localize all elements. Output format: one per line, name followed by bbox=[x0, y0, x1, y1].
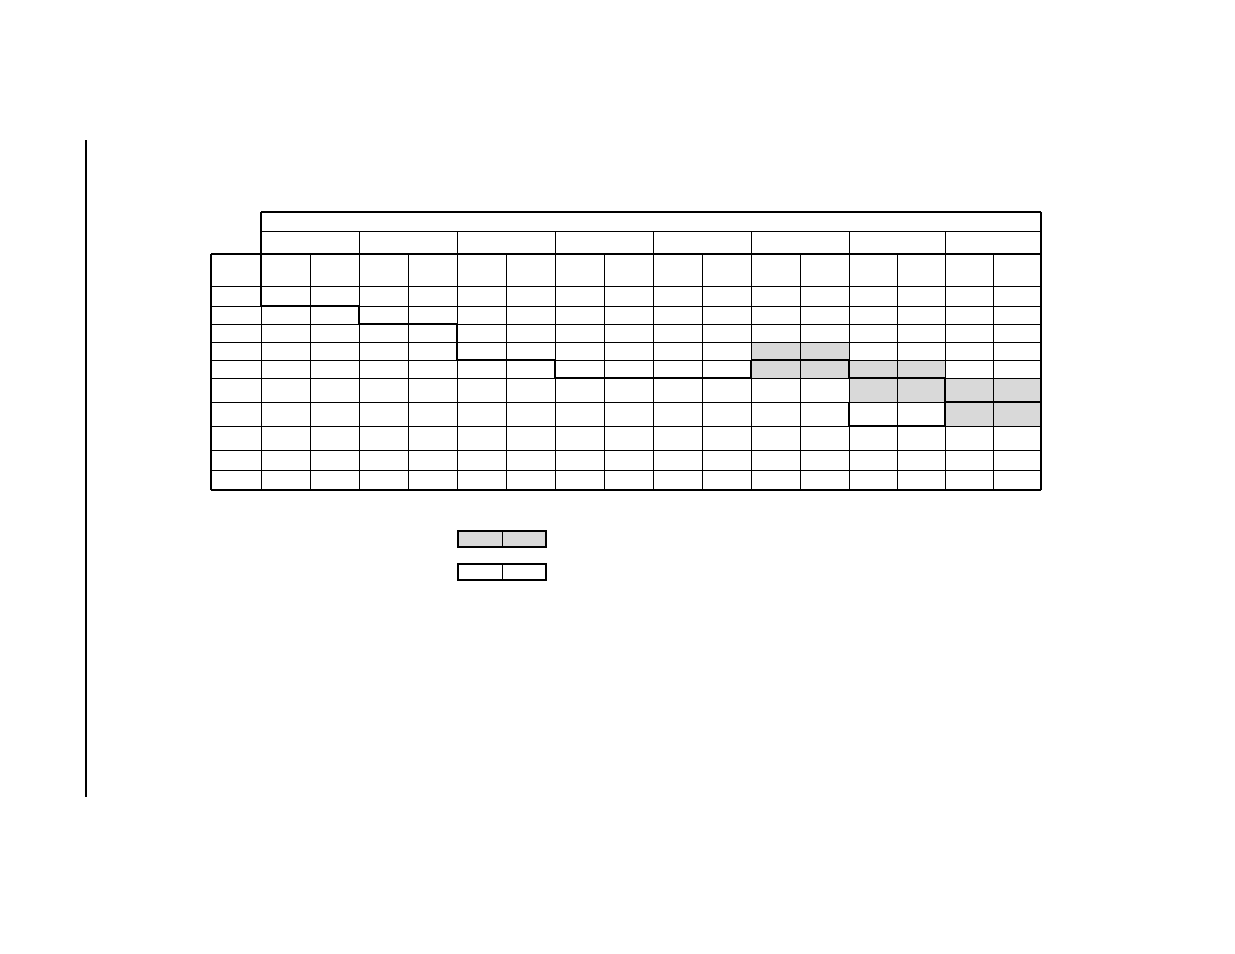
grid-line bbox=[211, 490, 1041, 491]
grid-line bbox=[800, 254, 801, 490]
grid-line bbox=[1041, 254, 1042, 490]
grid-line bbox=[653, 254, 654, 490]
grid-line bbox=[211, 402, 1041, 403]
grid-line bbox=[261, 211, 1041, 213]
grid-line bbox=[897, 254, 898, 490]
grid-line bbox=[555, 231, 556, 254]
grid-line bbox=[554, 360, 556, 378]
grid-line bbox=[211, 360, 1041, 361]
grid-line bbox=[653, 231, 654, 254]
grid-line bbox=[261, 231, 262, 254]
grid-line bbox=[211, 470, 1041, 471]
grid-line bbox=[310, 254, 311, 490]
grid-line bbox=[211, 253, 261, 255]
grid-line bbox=[993, 254, 994, 490]
grid-line bbox=[502, 563, 503, 581]
grid-line bbox=[502, 530, 503, 548]
grid-line bbox=[261, 231, 1041, 232]
grid-line bbox=[944, 402, 946, 426]
page-margin-rule bbox=[85, 140, 87, 797]
grid-line bbox=[211, 342, 1041, 343]
grid-line bbox=[457, 254, 458, 490]
grid-line bbox=[751, 231, 752, 254]
grid-line bbox=[555, 377, 751, 379]
grid-line bbox=[261, 254, 262, 490]
grid-line bbox=[945, 231, 946, 254]
grid-line bbox=[456, 324, 458, 360]
grid-line bbox=[457, 231, 458, 254]
grid-line bbox=[211, 324, 1041, 325]
grid-line bbox=[408, 254, 409, 490]
grid-line bbox=[751, 359, 849, 361]
grid-line bbox=[944, 378, 946, 402]
grid-line bbox=[358, 306, 360, 324]
grid-line bbox=[211, 286, 1041, 287]
grid-line bbox=[945, 401, 1041, 403]
grid-line bbox=[702, 254, 703, 490]
grid-line bbox=[261, 305, 359, 307]
grid-line bbox=[457, 359, 555, 361]
grid-line bbox=[750, 360, 752, 378]
grid-line bbox=[604, 254, 605, 490]
grid-line bbox=[848, 360, 850, 378]
grid-line bbox=[506, 254, 507, 490]
page-container bbox=[0, 0, 1235, 954]
grid-line bbox=[848, 402, 850, 426]
grid-line bbox=[211, 450, 1041, 451]
grid-line bbox=[1041, 231, 1042, 254]
grid-line bbox=[261, 253, 1041, 255]
grid-line bbox=[849, 231, 850, 254]
grid-line bbox=[359, 254, 360, 490]
grid-line bbox=[849, 377, 945, 379]
grid-line bbox=[359, 231, 360, 254]
grid-line bbox=[849, 425, 945, 427]
grid-line bbox=[210, 254, 212, 490]
grid-line bbox=[359, 323, 457, 325]
grid-line bbox=[1040, 402, 1042, 426]
grid-line bbox=[945, 254, 946, 490]
